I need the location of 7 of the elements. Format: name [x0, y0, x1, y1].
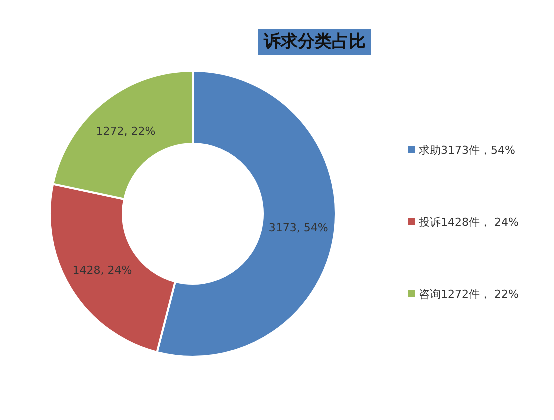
data-label: 1272, 22%: [96, 125, 156, 138]
legend-label: 咨询1272件， 22%: [419, 288, 519, 301]
data-label: 3173, 54%: [268, 221, 328, 234]
chart-title: 诉求分类占比: [263, 32, 366, 52]
data-label: 1428, 24%: [72, 264, 132, 278]
legend-label: 投诉1428件， 24%: [418, 216, 519, 229]
legend-label: 求助3173件，54%: [419, 144, 516, 157]
